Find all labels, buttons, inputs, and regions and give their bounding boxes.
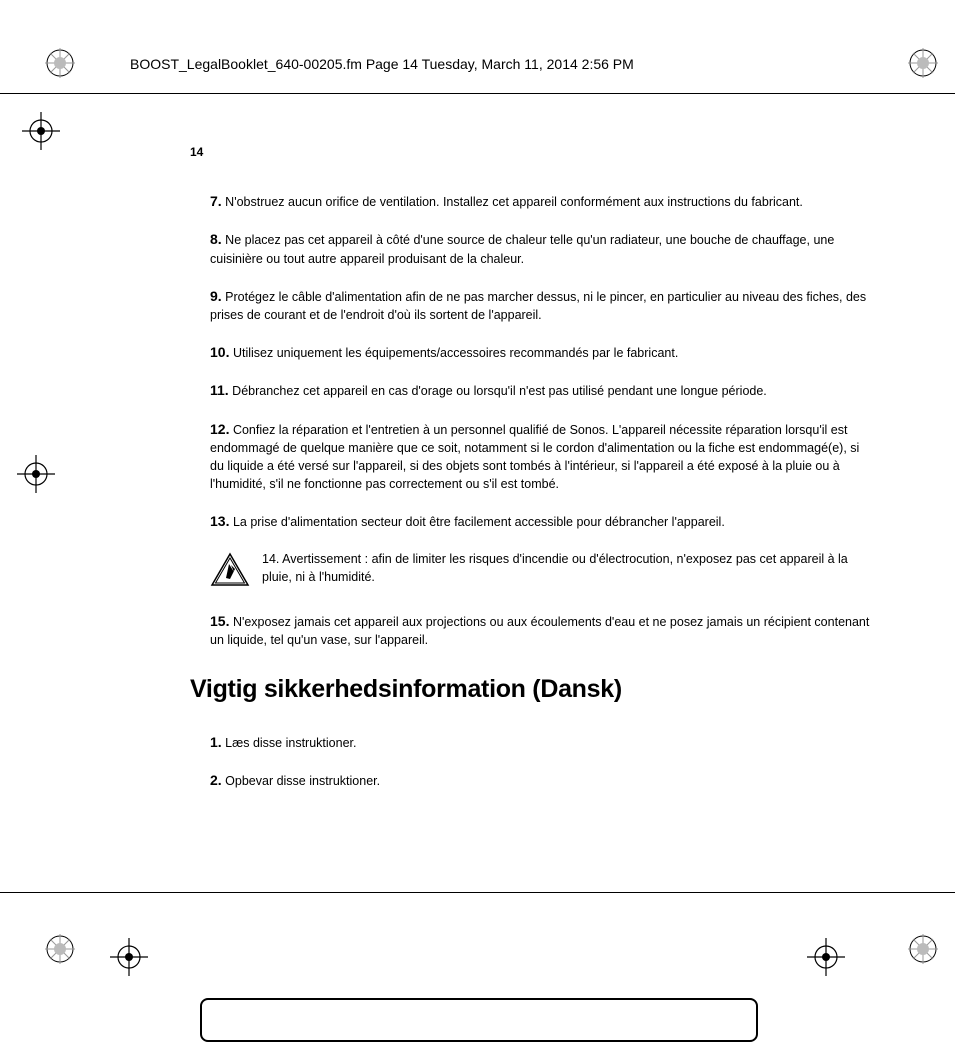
item-text: Débranchez cet appareil en cas d'orage o… [229,384,767,398]
instruction-item: 13. La prise d'alimentation secteur doit… [190,511,870,531]
registration-mark-top-left [45,48,75,83]
instruction-item: 1. Læs disse instruktioner. [190,732,870,752]
rule-top [0,93,955,94]
registration-mark-bottom-right [908,934,938,969]
warning-item: 14. Avertissement : afin de limiter les … [190,550,870,593]
instruction-item: 8. Ne placez pas cet appareil à côté d'u… [190,229,870,267]
crop-mark-icon [22,112,60,155]
warning-triangle-icon [210,552,250,593]
footer-label-box [200,998,758,1042]
item-text: Confiez la réparation et l'entretien à u… [210,423,859,492]
item-text: Utilisez uniquement les équipements/acce… [229,346,678,360]
instruction-item: 7. N'obstruez aucun orifice de ventilati… [190,191,870,211]
registration-mark-bottom-left [45,934,75,969]
item-text: La prise d'alimentation secteur doit êtr… [229,515,724,529]
item-number: 8. [210,231,222,247]
instruction-item: 9. Protégez le câble d'alimentation afin… [190,286,870,324]
item-number: 12. [210,421,229,437]
item-text: Protégez le câble d'alimentation afin de… [210,290,866,322]
instruction-item: 12. Confiez la réparation et l'entretien… [190,419,870,494]
section-heading: Vigtig sikkerhedsinformation (Dansk) [190,675,870,704]
instruction-item: 15. N'exposez jamais cet appareil aux pr… [190,611,870,649]
page-number: 14 [190,145,870,159]
warning-lead: Avertissement [279,552,361,566]
registration-mark-top-right [908,48,938,83]
instruction-item: 10. Utilisez uniquement les équipements/… [190,342,870,362]
crop-mark-icon [110,938,148,981]
crop-mark-icon [807,938,845,981]
page-content: 14 7. N'obstruez aucun orifice de ventil… [190,145,870,809]
item-text: Opbevar disse instruktioner. [222,774,380,788]
header-filename: BOOST_LegalBooklet_640-00205.fm Page 14 … [130,56,634,72]
rule-bottom [0,892,955,893]
item-number: 15. [210,613,229,629]
item-text: Læs disse instruktioner. [222,736,357,750]
item-number: 11. [210,382,229,398]
warning-text: 14. Avertissement : afin de limiter les … [262,550,870,586]
item-number: 14. [262,552,279,566]
item-number: 9. [210,288,222,304]
instruction-item: 11. Débranchez cet appareil en cas d'ora… [190,380,870,400]
item-number: 7. [210,193,222,209]
crop-mark-icon [17,455,55,498]
item-text: N'obstruez aucun orifice de ventilation.… [222,195,803,209]
item-text: N'exposez jamais cet appareil aux projec… [210,615,869,647]
item-number: 10. [210,344,229,360]
instruction-item: 2. Opbevar disse instruktioner. [190,770,870,790]
item-text: Ne placez pas cet appareil à côté d'une … [210,233,834,265]
item-number: 13. [210,513,229,529]
item-number: 2. [210,772,222,788]
item-number: 1. [210,734,222,750]
